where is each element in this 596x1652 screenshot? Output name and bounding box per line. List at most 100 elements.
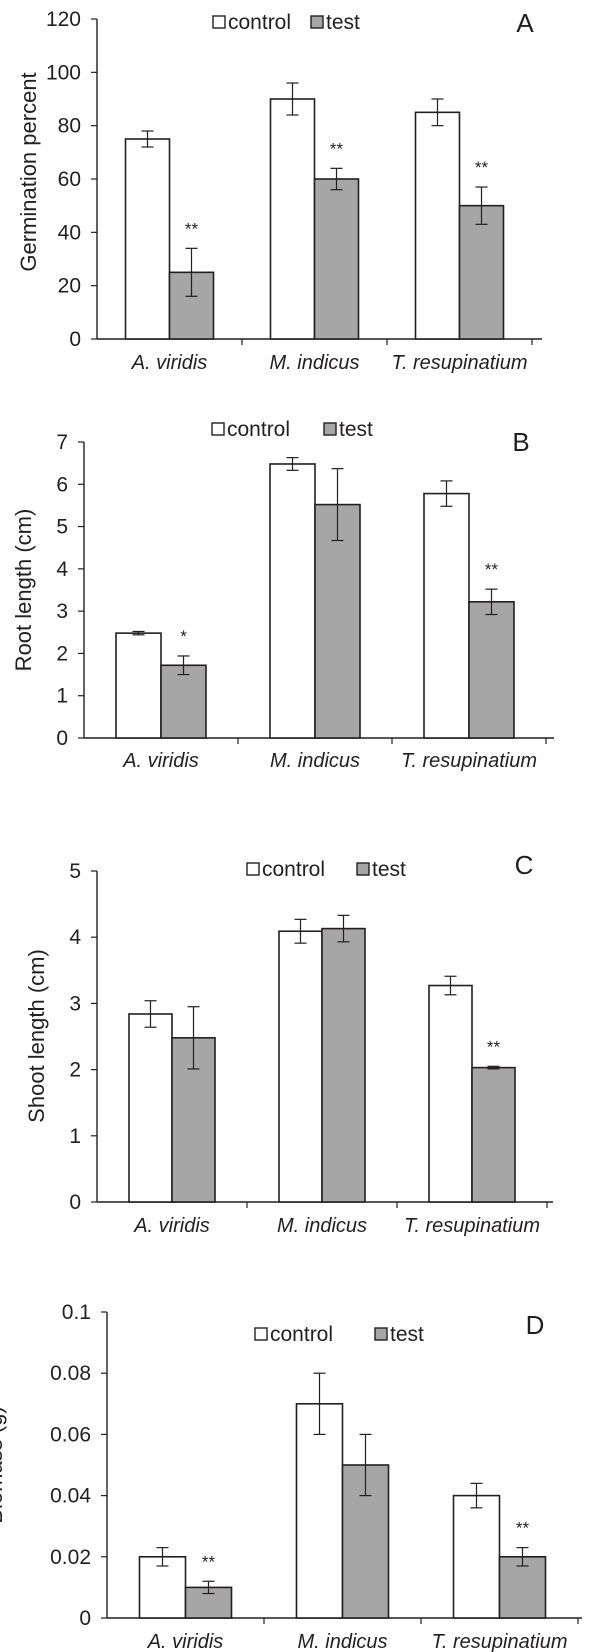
legend-swatch-control	[254, 1327, 268, 1341]
legend-swatch-control	[211, 422, 225, 436]
legend-label-test: test	[339, 418, 373, 441]
y-tick-label: 100	[46, 61, 81, 84]
bar-control	[452, 1494, 501, 1619]
x-tick-label: A. viridis	[133, 1215, 210, 1237]
y-tick-label: 0	[69, 328, 81, 351]
y-tick-label: 0.1	[62, 1301, 91, 1324]
x-tick-label: M. indicus	[270, 750, 360, 772]
bar-control	[269, 463, 316, 739]
x-tick-label: A. viridis	[147, 1631, 224, 1652]
x-tick-label: T. resupinatium	[401, 750, 537, 772]
x-tick-label: M. indicus	[297, 1631, 387, 1652]
legend-swatch-control	[212, 15, 226, 29]
y-tick-label: 40	[58, 221, 81, 244]
bar-test	[314, 503, 361, 739]
y-tick-label: 1	[56, 685, 68, 708]
y-tick-label: 3	[69, 992, 81, 1015]
legend-label-control: control	[227, 418, 290, 441]
x-tick-label: T. resupinatium	[392, 352, 528, 374]
chart-panel-a: 0 20 40 60 80 100 120 Germination percent ** A. v…	[16, 8, 542, 374]
panel-label: C	[515, 850, 534, 880]
y-tick-label: 0.08	[50, 1362, 91, 1385]
bar-test	[498, 1556, 547, 1619]
legend-swatch-test	[356, 862, 370, 876]
y-tick-label: 0.04	[50, 1485, 91, 1508]
bar-test	[313, 178, 360, 340]
significance-marker: *	[180, 627, 187, 646]
bar-test	[321, 927, 366, 1203]
significance-marker: **	[487, 1037, 501, 1056]
bar-test	[468, 601, 515, 739]
y-tick-label: 60	[58, 168, 81, 191]
legend-label-test: test	[372, 858, 406, 881]
x-tick-label: A. viridis	[131, 352, 208, 374]
x-tick-label: A. viridis	[122, 750, 199, 772]
bar-test	[471, 1066, 516, 1203]
legend-label-control: control	[228, 11, 291, 34]
legend-label-test: test	[326, 11, 360, 34]
significance-marker: **	[516, 1519, 530, 1538]
panel-label: B	[512, 427, 529, 457]
legend: control test	[254, 1323, 424, 1346]
legend-swatch-test	[323, 422, 337, 436]
y-tick-label: 0	[69, 1191, 81, 1214]
y-tick-label: 1	[69, 1125, 81, 1148]
legend: control test	[212, 11, 360, 34]
legend-label-test: test	[390, 1323, 424, 1346]
x-tick-label: M. indicus	[277, 1215, 367, 1237]
bar-control	[428, 984, 473, 1203]
y-tick-label: 4	[69, 926, 81, 949]
legend: control test	[211, 418, 373, 441]
y-axis-label: Biomass (g)	[0, 1406, 7, 1523]
significance-marker: **	[202, 1552, 216, 1571]
bar-test	[160, 664, 207, 739]
significance-marker: **	[185, 219, 199, 238]
y-tick-label: 20	[58, 275, 81, 298]
bar-control	[295, 1403, 344, 1619]
bar-control	[269, 98, 316, 340]
legend: control test	[246, 858, 406, 881]
y-tick-label: 0.02	[50, 1546, 91, 1569]
y-tick-label: 3	[56, 600, 68, 623]
y-axis-label: Root length (cm)	[11, 509, 36, 672]
y-tick-label: 5	[69, 860, 81, 883]
x-tick-label: T. resupinatium	[432, 1631, 568, 1652]
bar-test	[168, 271, 215, 340]
bar-control	[138, 1556, 187, 1619]
bar-control	[423, 492, 470, 739]
legend-label-control: control	[262, 858, 325, 881]
legend-swatch-test	[374, 1327, 388, 1341]
significance-marker: **	[330, 139, 344, 158]
legend-swatch-test	[310, 15, 324, 29]
y-axis-label: Shoot length (cm)	[24, 949, 49, 1123]
y-tick-label: 0.06	[50, 1423, 91, 1446]
y-tick-label: 80	[58, 115, 81, 138]
y-tick-label: 6	[56, 473, 68, 496]
bar-control	[124, 138, 171, 340]
y-tick-label: 0	[79, 1607, 91, 1630]
y-tick-label: 7	[56, 431, 68, 454]
x-tick-label: M. indicus	[269, 352, 359, 374]
y-tick-label: 2	[56, 642, 68, 665]
y-tick-label: 4	[56, 558, 68, 581]
bar-test	[458, 204, 505, 340]
bar-control	[128, 1013, 173, 1203]
y-axis-label: Germination percent	[16, 72, 41, 271]
bar-control	[414, 111, 461, 340]
significance-marker: **	[485, 560, 499, 579]
bar-control	[278, 930, 323, 1203]
bar-control	[115, 632, 162, 739]
chart-panel-b: 0 1 2 3 4 5 6 7 Root length (cm) * A. viridis M. in…	[11, 418, 554, 772]
y-tick-label: 5	[56, 516, 68, 539]
chart-panel-c: 0 1 2 3 4 5 Shoot length (cm) A. viridis M. indi…	[24, 850, 553, 1237]
y-tick-label: 2	[69, 1059, 81, 1082]
y-tick-label: 0	[56, 727, 68, 750]
x-tick-label: T. resupinatium	[404, 1215, 540, 1237]
panel-label: D	[526, 1310, 545, 1340]
legend-swatch-control	[246, 862, 260, 876]
y-tick-label: 120	[46, 8, 81, 31]
significance-marker: **	[475, 158, 489, 177]
legend-label-control: control	[270, 1323, 333, 1346]
panel-label: A	[516, 8, 534, 38]
